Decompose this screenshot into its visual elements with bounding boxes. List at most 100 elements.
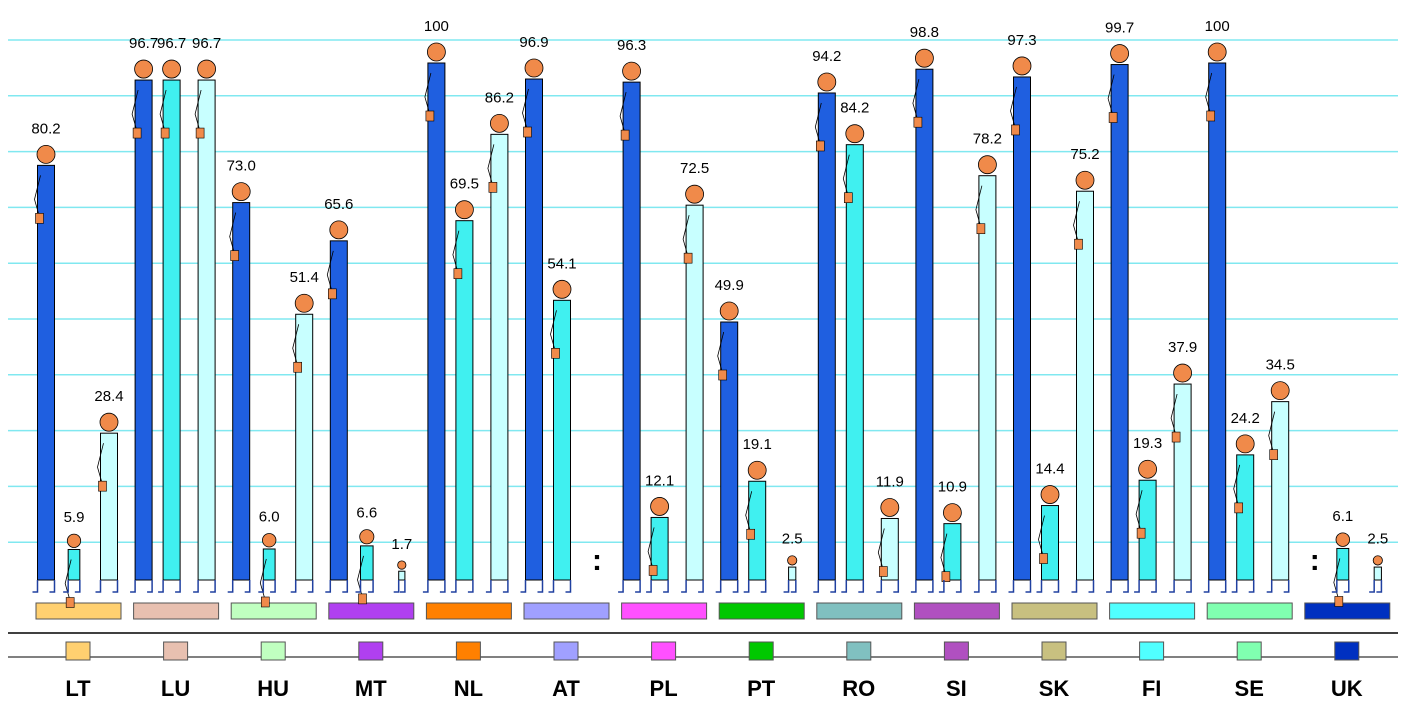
feet [1266,580,1290,593]
hand [551,348,560,359]
value-label: 96.9 [519,34,548,51]
value-label: 19.1 [743,436,772,453]
legend-swatch [1139,641,1165,661]
arm [975,185,983,224]
bar [1336,547,1350,581]
legend-swatch [163,641,189,661]
hand [1334,596,1344,607]
value-label: 96.7 [192,35,221,52]
arm [550,310,557,349]
hand [293,361,303,373]
head [162,59,182,79]
value-label: 80.2 [31,120,60,137]
feet [681,580,704,593]
bar [329,240,348,581]
arm [229,212,237,251]
arm [1073,201,1080,240]
bar [295,313,314,581]
category-label: LU [161,676,190,701]
hand [1206,110,1215,122]
head [719,301,739,321]
value-label: 73.0 [227,158,256,175]
arm [1107,74,1115,113]
feet [1134,580,1157,593]
arm [1010,86,1017,126]
category-band [230,602,317,620]
head [817,72,837,92]
head [1173,363,1192,383]
value-label: 11.9 [876,473,904,490]
feet [841,580,865,593]
value-label: 49.9 [715,277,744,294]
legend-swatch [358,641,384,661]
bar [134,79,153,581]
legend-swatch [846,641,872,661]
category-band [328,602,415,620]
arm [1233,464,1241,503]
value-label: 96.3 [617,37,646,54]
bar [1110,64,1129,581]
bar [788,566,797,581]
feet [910,580,934,593]
bar [880,517,899,581]
head [359,529,375,545]
value-label: 6.1 [1332,508,1353,525]
value-label: 12.1 [645,472,674,489]
feet [63,580,81,593]
head [787,555,798,566]
head [1235,434,1255,454]
feet [1169,580,1192,593]
value-label: 98.8 [910,24,939,41]
value-label: 99.7 [1105,20,1134,37]
head [1138,459,1157,479]
arm [940,533,948,572]
category-band [718,602,805,620]
value-label: 86.2 [485,89,514,106]
category-label: SE [1235,676,1264,701]
hand [1171,431,1181,443]
arm [1268,411,1276,450]
head [978,155,997,175]
value-label: : [592,544,602,577]
bar [1076,190,1094,581]
feet [715,580,739,593]
category-band [1206,602,1293,620]
bar [915,68,934,581]
bar [1271,401,1290,581]
category-label: PT [747,676,776,701]
arm [682,215,690,254]
feet [95,580,119,593]
head [622,61,641,81]
feet [227,580,251,593]
feet [520,580,544,593]
hand [1234,502,1243,514]
hand [1074,238,1083,250]
head [294,293,314,313]
feet [1036,580,1060,593]
hand [620,129,630,141]
feet [1331,580,1350,593]
arm [745,491,753,530]
head [262,533,277,548]
head [943,503,962,523]
hand [941,571,951,582]
bar [360,545,374,581]
arm [1038,515,1045,554]
legend-swatch [1236,641,1262,661]
arm [1135,490,1143,529]
value-label: 100 [424,18,449,35]
value-label: 54.1 [547,255,576,272]
head [747,460,767,480]
category-label: SI [946,676,967,701]
head [1012,56,1032,76]
value-label: 100 [1205,18,1230,35]
arm [194,89,202,129]
value-label: 96.7 [157,35,186,52]
feet [1369,580,1383,593]
feet [258,580,276,593]
category-label: SK [1039,676,1070,701]
bar [650,516,669,581]
hand [358,593,367,605]
category-label: MT [355,676,387,701]
arm [292,324,300,363]
